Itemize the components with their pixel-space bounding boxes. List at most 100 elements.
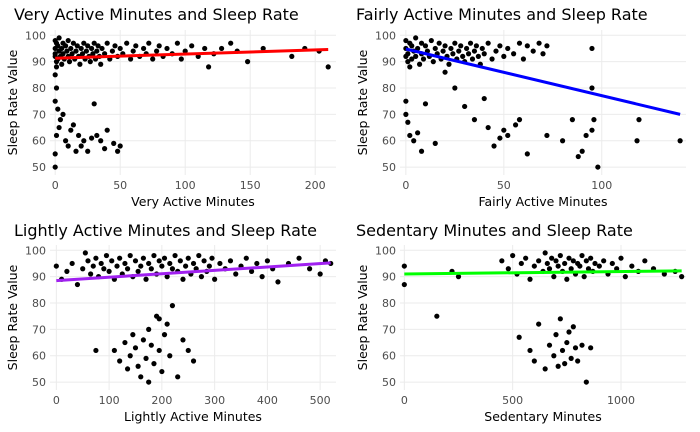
- data-point: [180, 337, 186, 343]
- data-point: [575, 358, 581, 364]
- data-point: [557, 252, 563, 259]
- data-point: [164, 274, 170, 280]
- data-point: [178, 56, 184, 62]
- data-point: [83, 48, 89, 54]
- data-point: [94, 132, 100, 139]
- data-point: [469, 56, 476, 62]
- data-point: [588, 255, 594, 261]
- data-point: [109, 48, 115, 54]
- data-point: [471, 48, 478, 54]
- y-tick-label: 80: [382, 297, 396, 310]
- data-point: [317, 271, 323, 277]
- data-point: [544, 260, 550, 267]
- data-point: [428, 37, 434, 44]
- data-point: [111, 140, 117, 146]
- data-point: [82, 250, 88, 256]
- data-point: [56, 35, 62, 41]
- data-point: [209, 255, 215, 261]
- data-point: [90, 263, 96, 269]
- data-point: [146, 40, 152, 46]
- data-point: [564, 339, 570, 346]
- data-point: [530, 48, 536, 54]
- data-point: [89, 45, 95, 52]
- data-point: [497, 135, 503, 141]
- data-point: [85, 258, 91, 264]
- data-point: [190, 358, 197, 364]
- data-point: [180, 276, 186, 282]
- x-tick-label: 50: [113, 179, 127, 192]
- x-axis-label: Very Active Minutes: [131, 194, 255, 209]
- data-point: [467, 40, 474, 46]
- data-point: [592, 260, 598, 267]
- data-point: [81, 40, 87, 46]
- data-point: [127, 353, 133, 359]
- data-point: [401, 263, 407, 269]
- data-point: [407, 132, 413, 139]
- data-point: [117, 255, 123, 261]
- x-tick-label: 0: [53, 394, 60, 407]
- data-point: [104, 40, 110, 46]
- data-point: [109, 258, 115, 264]
- data-point: [446, 61, 452, 67]
- data-point: [403, 111, 409, 117]
- data-point: [189, 43, 195, 49]
- data-point: [117, 358, 123, 364]
- data-point: [512, 122, 519, 128]
- data-point: [485, 124, 491, 131]
- data-point: [418, 148, 425, 154]
- data-point: [489, 56, 495, 62]
- data-point: [66, 59, 73, 65]
- data-point: [505, 45, 511, 52]
- data-point: [583, 379, 589, 385]
- data-point: [661, 271, 667, 277]
- data-point: [124, 40, 130, 46]
- data-point: [52, 164, 58, 170]
- data-point: [407, 64, 413, 70]
- x-tick-label: 400: [257, 394, 278, 407]
- data-point: [527, 347, 533, 354]
- data-point: [174, 40, 180, 46]
- data-point: [634, 138, 640, 144]
- data-point: [542, 250, 548, 256]
- panel-title: Fairly Active Minutes and Sleep Rate: [356, 5, 648, 24]
- data-point: [52, 151, 58, 157]
- y-tick-label: 100: [25, 244, 46, 257]
- data-point: [135, 363, 141, 369]
- data-point: [79, 51, 86, 57]
- data-point: [133, 43, 139, 49]
- data-point: [159, 368, 165, 375]
- data-point: [422, 43, 429, 49]
- data-point: [183, 263, 189, 269]
- panel-title: Very Active Minutes and Sleep Rate: [14, 5, 299, 24]
- data-point: [581, 274, 587, 280]
- data-point: [52, 51, 58, 57]
- x-axis-label: Fairly Active Minutes: [478, 194, 607, 209]
- data-point: [143, 276, 149, 282]
- data-point: [524, 151, 530, 157]
- data-point: [101, 266, 107, 272]
- data-point: [473, 43, 479, 49]
- data-point: [106, 268, 112, 274]
- data-point: [259, 274, 265, 280]
- data-point: [501, 127, 507, 133]
- data-point: [411, 138, 417, 144]
- data-point: [546, 342, 553, 348]
- data-point: [182, 48, 188, 54]
- data-point: [510, 252, 516, 259]
- data-point: [202, 45, 208, 52]
- data-point: [140, 337, 146, 343]
- data-point: [415, 45, 421, 52]
- data-point: [212, 276, 218, 282]
- data-point: [536, 321, 542, 327]
- data-point: [551, 353, 557, 359]
- data-point: [536, 40, 542, 46]
- data-point: [405, 119, 411, 125]
- data-point: [201, 258, 207, 264]
- data-point: [78, 45, 84, 52]
- data-point: [296, 255, 302, 261]
- data-point: [636, 117, 642, 123]
- data-point: [68, 127, 74, 133]
- data-point: [64, 48, 70, 54]
- data-point: [493, 48, 499, 54]
- data-point: [481, 95, 487, 102]
